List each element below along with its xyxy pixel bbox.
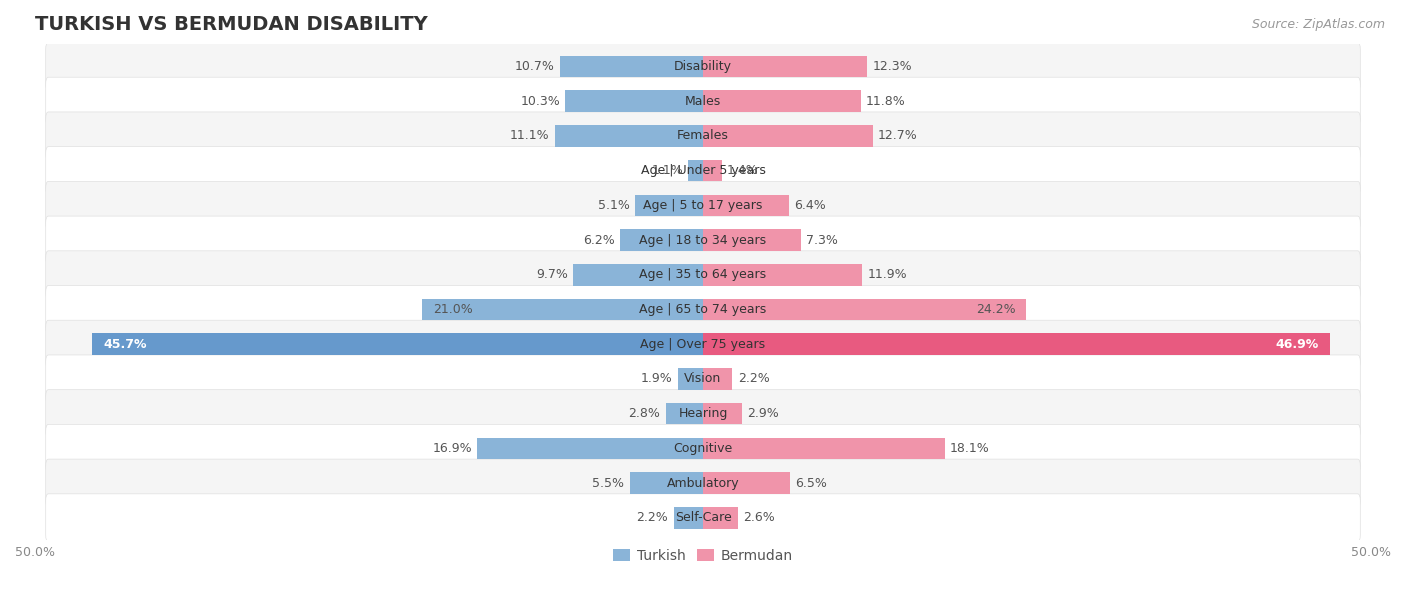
Bar [703, 299, 1026, 320]
Bar [703, 91, 860, 112]
Bar [565, 91, 703, 112]
Bar [703, 195, 789, 216]
Text: Disability: Disability [673, 60, 733, 73]
FancyBboxPatch shape [45, 77, 1361, 125]
Text: Hearing: Hearing [678, 407, 728, 420]
FancyBboxPatch shape [45, 424, 1361, 472]
Bar [555, 125, 703, 147]
FancyBboxPatch shape [45, 390, 1361, 438]
Text: 18.1%: 18.1% [950, 442, 990, 455]
Text: 2.6%: 2.6% [744, 511, 775, 524]
Bar [665, 403, 703, 424]
Bar [703, 403, 742, 424]
Text: Ambulatory: Ambulatory [666, 477, 740, 490]
Text: 11.8%: 11.8% [866, 95, 905, 108]
Text: 9.7%: 9.7% [536, 268, 568, 282]
FancyBboxPatch shape [45, 355, 1361, 403]
Text: TURKISH VS BERMUDAN DISABILITY: TURKISH VS BERMUDAN DISABILITY [35, 15, 427, 34]
Text: 7.3%: 7.3% [806, 234, 838, 247]
Text: 1.9%: 1.9% [641, 373, 672, 386]
Text: 12.7%: 12.7% [877, 129, 918, 143]
FancyBboxPatch shape [45, 459, 1361, 507]
Text: 2.2%: 2.2% [637, 511, 668, 524]
Legend: Turkish, Bermudan: Turkish, Bermudan [607, 543, 799, 568]
Bar [703, 264, 862, 286]
FancyBboxPatch shape [45, 42, 1361, 91]
Text: Age | 5 to 17 years: Age | 5 to 17 years [644, 199, 762, 212]
Text: 2.8%: 2.8% [628, 407, 661, 420]
Bar [620, 230, 703, 251]
Bar [703, 334, 1330, 355]
Bar [673, 507, 703, 529]
Text: Vision: Vision [685, 373, 721, 386]
Text: 6.5%: 6.5% [796, 477, 827, 490]
Text: Age | 18 to 34 years: Age | 18 to 34 years [640, 234, 766, 247]
Text: 11.9%: 11.9% [868, 268, 907, 282]
Text: Females: Females [678, 129, 728, 143]
Bar [630, 472, 703, 494]
Bar [477, 438, 703, 459]
Text: 6.2%: 6.2% [583, 234, 614, 247]
FancyBboxPatch shape [45, 181, 1361, 230]
Bar [703, 125, 873, 147]
Bar [703, 438, 945, 459]
FancyBboxPatch shape [45, 494, 1361, 542]
Text: 5.5%: 5.5% [592, 477, 624, 490]
Bar [93, 334, 703, 355]
FancyBboxPatch shape [45, 320, 1361, 368]
Text: 21.0%: 21.0% [433, 303, 472, 316]
Bar [703, 56, 868, 77]
Text: 2.2%: 2.2% [738, 373, 769, 386]
Bar [703, 160, 721, 181]
FancyBboxPatch shape [45, 216, 1361, 264]
FancyBboxPatch shape [45, 147, 1361, 195]
Bar [560, 56, 703, 77]
Bar [689, 160, 703, 181]
FancyBboxPatch shape [45, 251, 1361, 299]
Text: 24.2%: 24.2% [976, 303, 1015, 316]
Text: 16.9%: 16.9% [432, 442, 472, 455]
FancyBboxPatch shape [45, 286, 1361, 334]
Text: 12.3%: 12.3% [873, 60, 912, 73]
Text: 45.7%: 45.7% [103, 338, 146, 351]
Text: 46.9%: 46.9% [1275, 338, 1319, 351]
Text: 10.3%: 10.3% [520, 95, 560, 108]
Text: 1.4%: 1.4% [727, 164, 759, 177]
Bar [574, 264, 703, 286]
Bar [422, 299, 703, 320]
Bar [703, 230, 800, 251]
Text: Cognitive: Cognitive [673, 442, 733, 455]
Bar [703, 507, 738, 529]
Text: 5.1%: 5.1% [598, 199, 630, 212]
Text: Age | 35 to 64 years: Age | 35 to 64 years [640, 268, 766, 282]
Text: 10.7%: 10.7% [515, 60, 555, 73]
Text: Males: Males [685, 95, 721, 108]
FancyBboxPatch shape [45, 112, 1361, 160]
Bar [636, 195, 703, 216]
Bar [678, 368, 703, 390]
Text: 6.4%: 6.4% [794, 199, 825, 212]
Text: Source: ZipAtlas.com: Source: ZipAtlas.com [1251, 18, 1385, 31]
Bar [703, 472, 790, 494]
Text: 2.9%: 2.9% [747, 407, 779, 420]
Text: 11.1%: 11.1% [510, 129, 550, 143]
Text: 1.1%: 1.1% [651, 164, 683, 177]
Text: Self-Care: Self-Care [675, 511, 731, 524]
Text: Age | Under 5 years: Age | Under 5 years [641, 164, 765, 177]
Bar [703, 368, 733, 390]
Text: Age | 65 to 74 years: Age | 65 to 74 years [640, 303, 766, 316]
Text: Age | Over 75 years: Age | Over 75 years [641, 338, 765, 351]
